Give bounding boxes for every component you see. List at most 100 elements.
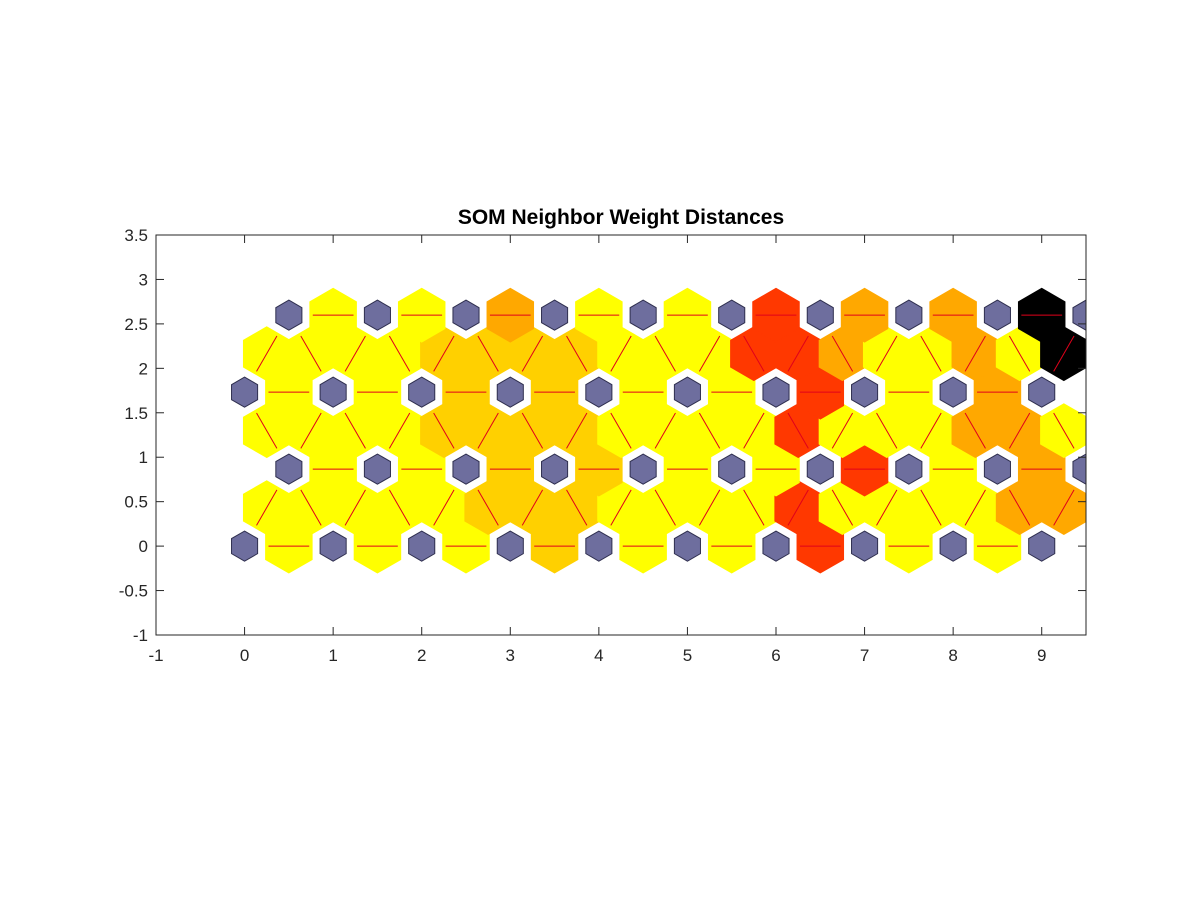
y-tick-label: 2.5	[124, 315, 148, 334]
neighbor-connection-line	[477, 335, 499, 372]
neuron-marker	[629, 299, 657, 331]
neuron-marker	[1072, 453, 1086, 485]
neighbor-connection-line	[256, 489, 278, 526]
neuron-marker	[806, 453, 834, 485]
neighbor-connection-line	[344, 412, 366, 449]
neighbor-connection-line	[344, 335, 366, 372]
neuron-marker	[231, 530, 259, 562]
neuron-marker	[851, 376, 879, 408]
neighbor-connection-line	[787, 335, 809, 372]
neighbor-connection-line	[477, 412, 499, 449]
neuron-marker	[762, 530, 790, 562]
neuron-marker	[983, 299, 1011, 331]
neuron-marker	[895, 453, 923, 485]
neuron-marker	[452, 453, 480, 485]
neighbor-connection-line	[743, 489, 765, 526]
neuron-marker	[629, 453, 657, 485]
neighbor-connection-line	[698, 412, 721, 449]
neighbor-connection-line	[1053, 335, 1075, 372]
neighbor-connection-line	[964, 335, 986, 372]
neighbor-connection-line	[1053, 489, 1075, 526]
y-tick-label: 3.5	[124, 226, 148, 245]
x-tick-label: 7	[860, 646, 869, 665]
neighbor-connection-line	[964, 489, 986, 526]
neuron-marker	[408, 376, 436, 408]
neighbor-connection-line	[477, 489, 499, 526]
neighbor-connection-line	[388, 489, 411, 526]
neuron-marker	[939, 530, 967, 562]
neuron-marker	[408, 530, 436, 562]
neighbor-connection-line	[920, 489, 942, 526]
neuron-marker	[452, 299, 480, 331]
neighbor-connection-line	[610, 335, 632, 372]
neighbor-connection-line	[920, 412, 942, 449]
x-tick-label: 5	[683, 646, 692, 665]
x-tick-label: 4	[594, 646, 603, 665]
neuron-marker	[585, 376, 613, 408]
y-tick-label: 0.5	[124, 493, 148, 512]
neuron-marker	[496, 530, 524, 562]
neighbor-connection-line	[566, 412, 588, 449]
neighbor-connection-line	[1008, 335, 1031, 372]
neuron-marker	[851, 530, 879, 562]
neighbor-connection-line	[654, 489, 676, 526]
neighbor-connection-line	[433, 412, 455, 449]
neighbor-connection-line	[876, 335, 898, 372]
neuron-marker	[541, 299, 569, 331]
neuron-marker	[275, 299, 303, 331]
neighbor-connection-line	[920, 335, 942, 372]
y-tick-label: 2	[139, 359, 148, 378]
y-tick-label: -0.5	[119, 582, 148, 601]
neighbor-connection-line	[831, 412, 854, 449]
x-tick-label: 0	[240, 646, 249, 665]
neuron-marker	[1072, 299, 1086, 331]
neuron-marker	[1028, 376, 1056, 408]
neighbor-connection-line	[876, 489, 898, 526]
neuron-marker	[275, 453, 303, 485]
y-tick-label: 3	[139, 270, 148, 289]
x-tick-label: -1	[148, 646, 163, 665]
x-tick-label: 2	[417, 646, 426, 665]
neighbor-connection-line	[256, 412, 278, 449]
neighbor-connection-line	[344, 489, 366, 526]
neighbor-connection-line	[1008, 489, 1031, 526]
x-tick-label: 3	[506, 646, 515, 665]
x-tick-label: 1	[328, 646, 337, 665]
chart-title: SOM Neighbor Weight Distances	[458, 206, 784, 229]
neuron-marker	[585, 530, 613, 562]
neighbor-connection-line	[433, 335, 455, 372]
neighbor-connection-line	[831, 489, 854, 526]
neuron-marker	[1028, 530, 1056, 562]
neighbor-connection-line	[521, 412, 544, 449]
distance-cells	[242, 287, 1086, 574]
neighbor-connection-line	[256, 335, 278, 372]
neighbor-connection-line	[698, 335, 721, 372]
neighbor-connection-line	[566, 489, 588, 526]
neighbor-connection-line	[654, 412, 676, 449]
neighbor-connection-line	[698, 489, 721, 526]
axes-box	[155, 234, 1087, 636]
neuron-marker	[363, 299, 391, 331]
neighbor-connection-line	[610, 489, 632, 526]
neighbor-connection-line	[610, 412, 632, 449]
neighbor-connection-line	[521, 489, 544, 526]
neuron-marker	[718, 453, 746, 485]
neuron-marker	[673, 530, 701, 562]
neighbor-connection-line	[743, 335, 765, 372]
y-tick-label: 0	[139, 537, 148, 556]
neuron-marker	[939, 376, 967, 408]
neighbor-connection-line	[743, 412, 765, 449]
neighbor-connection-line	[433, 489, 455, 526]
x-tick-label: 6	[771, 646, 780, 665]
neuron-marker	[983, 453, 1011, 485]
neuron-marker	[231, 376, 259, 408]
neurons	[231, 299, 1086, 562]
neuron-marker	[319, 530, 347, 562]
neighbor-connection-line	[787, 412, 809, 449]
axis-ticks: -1 0 1 2 3 4 5 6 7 8 9 -1 -0.5 0 0.5 1 1.5 2 2.5 3 3.5	[119, 226, 1086, 665]
neuron-marker	[496, 376, 524, 408]
neuron-marker	[806, 299, 834, 331]
neuron-marker	[363, 453, 391, 485]
